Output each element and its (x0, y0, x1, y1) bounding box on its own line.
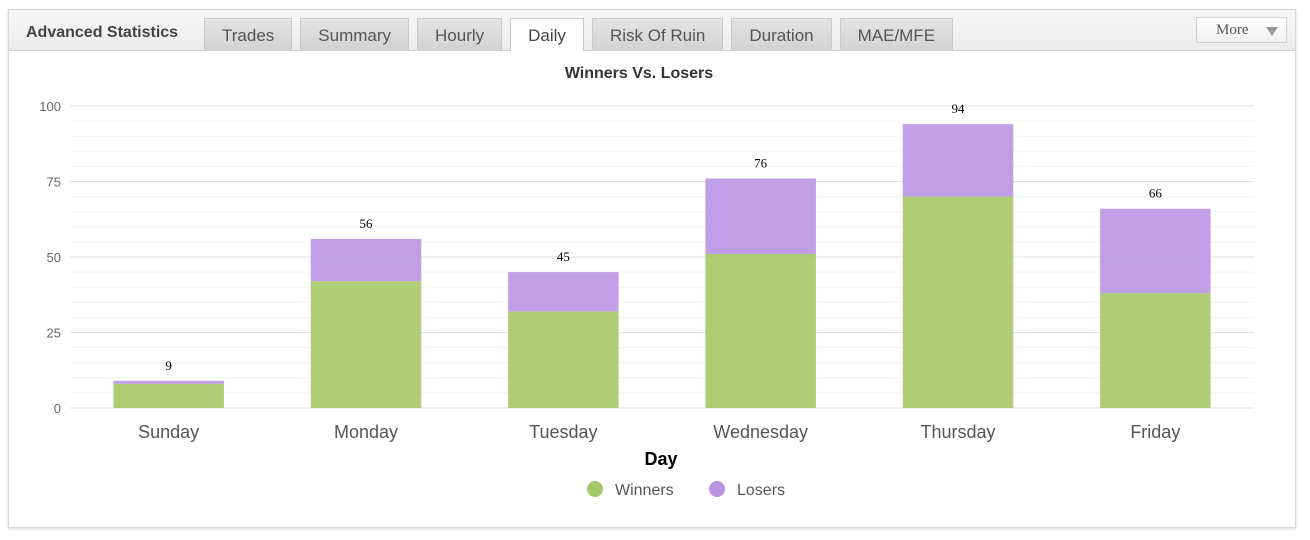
panel-header: Advanced Statistics Trades Summary Hourl… (9, 10, 1295, 51)
tab-duration[interactable]: Duration (731, 18, 832, 50)
tab-risk-of-ruin[interactable]: Risk Of Ruin (591, 18, 724, 50)
x-tick-label: Monday (334, 422, 398, 442)
bar-losers-monday[interactable] (310, 238, 422, 282)
advanced-statistics-panel: Advanced Statistics Trades Summary Hourl… (8, 9, 1296, 528)
tab-mae-mfe[interactable]: MAE/MFE (839, 18, 954, 50)
bar-losers-friday[interactable] (1100, 208, 1211, 294)
chevron-down-icon (1266, 27, 1278, 36)
tab-hourly[interactable]: Hourly (417, 18, 503, 50)
tab-daily[interactable]: Daily (510, 18, 584, 51)
bar-total-label: 56 (360, 216, 374, 231)
y-axis: 0 25 50 75 100 (39, 99, 61, 416)
chart-legend: Winners Losers (587, 481, 785, 499)
bar-winners-sunday[interactable] (113, 383, 224, 408)
legend-marker (709, 481, 725, 497)
y-tick-label: 75 (47, 175, 61, 190)
bar-losers-wednesday[interactable] (705, 178, 816, 254)
y-tick-label: 50 (47, 250, 61, 265)
x-tick-label: Sunday (138, 422, 199, 442)
y-tick-label: 0 (54, 401, 61, 416)
bar-total-label: 9 (165, 358, 172, 373)
bar-winners-monday[interactable] (310, 281, 422, 408)
x-tick-label: Wednesday (713, 422, 808, 442)
bar-winners-thursday[interactable] (902, 196, 1014, 408)
legend-marker (587, 481, 603, 497)
y-tick-label: 100 (39, 99, 61, 114)
legend-label: Losers (737, 482, 785, 499)
bar-winners-wednesday[interactable] (705, 253, 816, 408)
bar-losers-tuesday[interactable] (508, 272, 619, 312)
y-tick-label: 25 (47, 326, 61, 341)
legend-label: Winners (615, 482, 674, 499)
bar-total-label: 45 (557, 249, 570, 264)
tab-trades[interactable]: Trades (204, 18, 293, 50)
panel-title: Advanced Statistics (26, 24, 179, 41)
bar-winners-tuesday[interactable] (508, 311, 619, 408)
x-tick-label: Friday (1130, 422, 1180, 442)
tab-bar: Trades Summary Hourly Daily Risk Of Ruin… (204, 18, 961, 51)
chart-bars: 9 56 45 76 94 66 (113, 101, 1211, 408)
more-dropdown[interactable]: More (1196, 17, 1287, 43)
x-axis-title: Day (644, 449, 677, 469)
bar-losers-thursday[interactable] (902, 124, 1014, 197)
x-axis: Sunday Monday Tuesday Wednesday Thursday Frid… (138, 422, 1180, 442)
chart-grid (70, 105, 1254, 409)
legend-item-winners[interactable]: Winners (587, 481, 674, 499)
bar-total-label: 76 (754, 155, 768, 170)
x-tick-label: Thursday (920, 422, 995, 442)
tab-summary[interactable]: Summary (300, 18, 410, 50)
bar-total-label: 66 (1149, 186, 1163, 201)
x-tick-label: Tuesday (529, 422, 597, 442)
more-label: More (1216, 22, 1249, 38)
bar-losers-sunday[interactable] (113, 380, 224, 384)
legend-item-losers[interactable]: Losers (709, 481, 785, 499)
chart-title: Winners Vs. Losers (565, 65, 713, 82)
bar-total-label: 94 (952, 101, 966, 116)
bar-winners-friday[interactable] (1100, 293, 1211, 408)
